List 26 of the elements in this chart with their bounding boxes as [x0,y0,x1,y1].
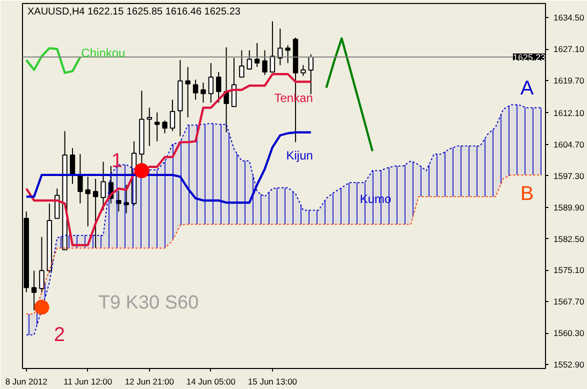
y-tick-label: 1560.30 [554,328,584,338]
y-tick-label: 1582.50 [554,234,584,244]
y-tick-label: 1589.90 [554,202,584,212]
series-label: B [520,182,534,205]
x-tick-label: 14 Jun 05:00 [186,376,236,386]
y-tick-label: 1604.70 [554,139,584,150]
x-tick-label: 11 Jun 12:00 [64,376,112,386]
annotation: T9 K30 S60 [98,292,199,314]
x-tick-label: 8 Jun 2012 [5,376,48,386]
y-tick-label: 1612.10 [554,108,584,118]
y-tick-label: 1634.50 [554,12,584,23]
series-label: Chinkou [81,46,126,60]
y-tick-label: 1567.70 [554,296,584,307]
y-tick-label: 1575.10 [554,265,584,276]
annotation: 2 [54,324,66,346]
annotation: 1 [111,150,123,172]
y-tick-label: 1627.10 [554,44,584,54]
y-tick-label: 1619.70 [554,76,584,86]
series-label: Kijun [286,148,313,162]
series-label: A [520,78,534,100]
chart-title: XAUUSD,H4 1622.15 1625.85 1616.46 1625.23 [28,6,241,18]
y-tick-label: 1597.30 [554,170,584,181]
y-tick-label: 1552.90 [554,360,584,370]
ref-line-label: 1625.23 [512,52,546,62]
x-tick-label: 12 Jun 21:00 [124,376,174,386]
x-tick-label: 15 Jun 13:00 [248,376,298,386]
